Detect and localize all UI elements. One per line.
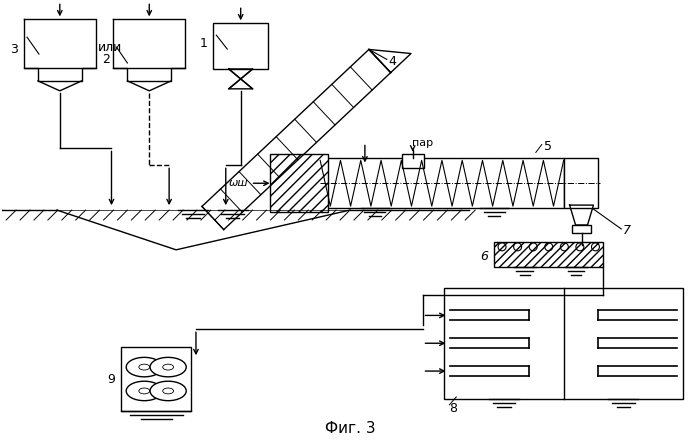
Text: 5: 5 bbox=[544, 140, 552, 153]
Ellipse shape bbox=[127, 381, 162, 400]
Text: 6: 6 bbox=[480, 250, 488, 263]
Bar bbox=[494, 242, 603, 267]
Ellipse shape bbox=[163, 388, 173, 394]
Text: 8: 8 bbox=[449, 402, 457, 415]
Text: 2: 2 bbox=[101, 53, 110, 65]
Ellipse shape bbox=[150, 381, 186, 400]
Ellipse shape bbox=[150, 357, 186, 377]
Bar bbox=[563, 158, 598, 208]
Text: пар: пар bbox=[412, 138, 433, 149]
Text: ωш: ωш bbox=[229, 178, 249, 188]
Text: 9: 9 bbox=[108, 372, 115, 385]
Bar bbox=[572, 225, 591, 233]
Ellipse shape bbox=[163, 364, 173, 370]
Bar bbox=[445, 287, 683, 399]
Text: 3: 3 bbox=[10, 43, 18, 56]
Text: 1: 1 bbox=[199, 36, 208, 50]
Bar bbox=[122, 347, 191, 411]
Text: 4: 4 bbox=[389, 55, 396, 68]
Text: или: или bbox=[97, 40, 122, 53]
Text: 7: 7 bbox=[624, 224, 631, 238]
Bar bbox=[320, 158, 563, 208]
Ellipse shape bbox=[139, 388, 150, 394]
Bar bbox=[402, 154, 424, 168]
Bar bbox=[271, 154, 328, 212]
Bar bbox=[213, 23, 268, 69]
Ellipse shape bbox=[127, 357, 162, 377]
Text: Фиг. 3: Фиг. 3 bbox=[324, 421, 375, 436]
Ellipse shape bbox=[139, 364, 150, 370]
